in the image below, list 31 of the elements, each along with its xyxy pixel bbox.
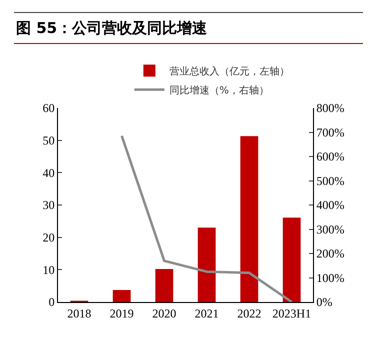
- x-tick-label: 2019: [110, 306, 134, 320]
- x-tick-label: 2021: [194, 306, 219, 320]
- bar: [155, 269, 174, 302]
- bar: [112, 290, 131, 302]
- y2-tick-label: 600%: [316, 150, 344, 164]
- y-tick-label: 20: [42, 230, 55, 245]
- legend-label: 同比增速（%，右轴）: [169, 84, 269, 97]
- y2-tick-label: 0%: [316, 295, 332, 310]
- bar: [282, 218, 301, 302]
- x-tick-label: 2018: [67, 306, 92, 320]
- y-tick-label: 60: [42, 101, 55, 116]
- legend-label: 营业总收入（亿元，左轴）: [169, 66, 290, 78]
- y2-tick-label: 300%: [316, 222, 344, 236]
- x-tick-label: 2023H1: [272, 306, 312, 320]
- bar: [198, 228, 216, 302]
- bar: [240, 136, 258, 302]
- y2-tick-label: 400%: [316, 198, 344, 212]
- y-tick-label: 10: [42, 262, 55, 277]
- y-tick-label: 0: [48, 295, 55, 310]
- x-tick-label: 2022: [237, 306, 262, 320]
- y-tick-label: 30: [42, 198, 55, 212]
- y2-tick-label: 100%: [316, 270, 344, 285]
- y-tick-label: 40: [42, 166, 55, 180]
- y2-tick-label: 200%: [316, 246, 344, 261]
- y-tick-label: 50: [42, 134, 55, 148]
- y2-tick-label: 700%: [316, 125, 344, 140]
- x-tick-label: 2020: [152, 306, 176, 320]
- line-series: [120, 134, 293, 302]
- y2-tick-label: 800%: [316, 101, 344, 116]
- chart-title: 图 55：公司营收及同比增速: [14, 12, 363, 44]
- y2-tick-label: 500%: [316, 174, 344, 188]
